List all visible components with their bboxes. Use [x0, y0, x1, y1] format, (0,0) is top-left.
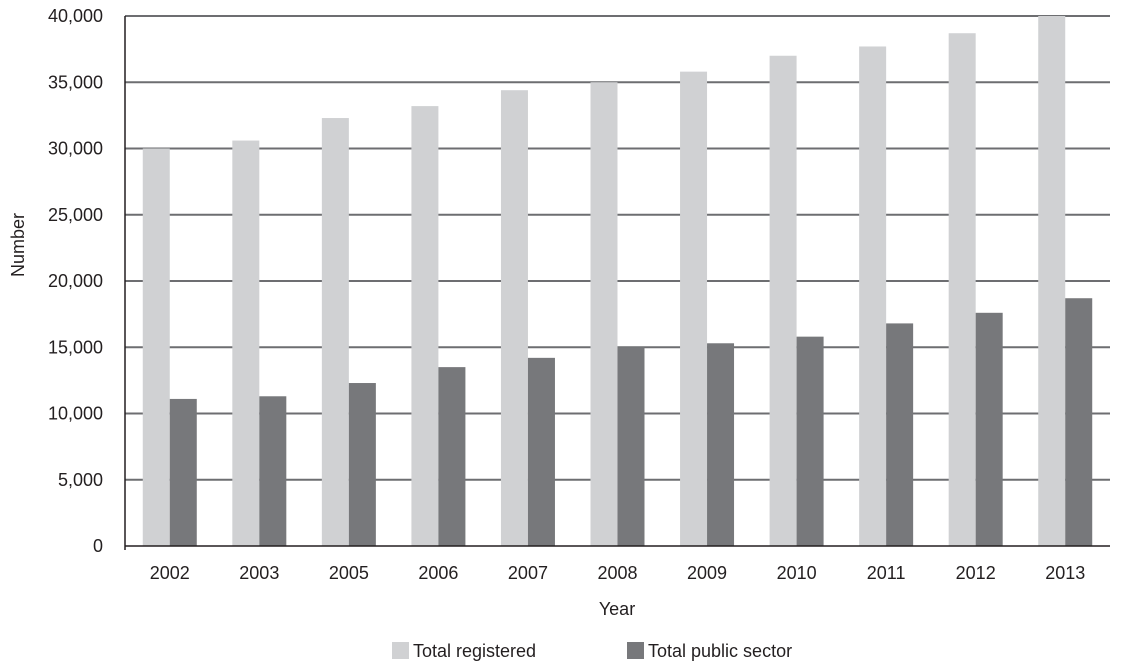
y-tick-label: 25,000 — [48, 205, 103, 225]
bar-total-public-sector-2012 — [975, 312, 1003, 546]
bar-total-registered-2006 — [411, 106, 439, 546]
legend-swatch-total-public-sector — [627, 642, 644, 659]
bar-total-registered-2008 — [590, 82, 618, 546]
bar-total-public-sector-2005 — [348, 383, 376, 546]
x-tick-label: 2008 — [597, 563, 637, 583]
y-tick-label: 10,000 — [48, 404, 103, 424]
bar-total-registered-2005 — [321, 118, 349, 547]
y-tick-label: 20,000 — [48, 271, 103, 291]
bar-total-public-sector-2003 — [259, 396, 287, 546]
bar-total-registered-2002 — [142, 148, 170, 546]
bar-total-registered-2009 — [680, 71, 708, 547]
y-tick-label: 35,000 — [48, 72, 103, 92]
bar-total-registered-2010 — [769, 55, 797, 546]
bar-total-public-sector-2009 — [707, 343, 735, 546]
x-tick-label: 2007 — [508, 563, 548, 583]
bar-total-registered-2007 — [500, 90, 528, 546]
bar-total-registered-2011 — [859, 46, 887, 546]
y-axis-title: Number — [8, 213, 28, 277]
bars — [142, 16, 1093, 547]
bar-total-public-sector-2002 — [169, 398, 197, 546]
bar-total-public-sector-2011 — [886, 323, 914, 546]
y-tick-label: 30,000 — [48, 139, 103, 159]
x-tick-label: 2002 — [150, 563, 190, 583]
x-tick-label: 2011 — [867, 563, 906, 583]
x-tick-label: 2003 — [239, 563, 279, 583]
axes — [124, 16, 1110, 550]
x-axis-title: Year — [599, 599, 635, 619]
x-tick-label: 2012 — [956, 563, 996, 583]
legend-swatch-total-registered — [392, 642, 409, 659]
tick-labels: 0 5,000 10,000 15,000 20,000 25,000 30,000 35,0… — [48, 6, 1085, 583]
bar-total-public-sector-2013 — [1065, 298, 1093, 546]
x-tick-label: 2009 — [687, 563, 727, 583]
bar-total-registered-2013 — [1038, 16, 1066, 546]
y-tick-label: 5,000 — [58, 470, 103, 490]
y-tick-label: 40,000 — [48, 6, 103, 26]
bar-total-public-sector-2007 — [527, 357, 555, 546]
legend-label-total-registered: Total registered — [413, 641, 536, 661]
x-tick-label: 2010 — [777, 563, 817, 583]
legend: Total registered Total public sector — [392, 641, 792, 661]
legend-label-total-public-sector: Total public sector — [648, 641, 792, 661]
x-tick-label: 2006 — [418, 563, 458, 583]
y-tick-label: 0 — [93, 536, 103, 556]
bar-total-public-sector-2006 — [438, 367, 466, 546]
bar-total-public-sector-2008 — [617, 347, 645, 546]
y-tick-label: 15,000 — [48, 337, 103, 357]
x-tick-label: 2005 — [329, 563, 369, 583]
bar-total-registered-2003 — [232, 140, 260, 547]
bar-total-registered-2012 — [948, 33, 976, 547]
x-tick-label: 2013 — [1045, 563, 1085, 583]
bar-total-public-sector-2010 — [796, 336, 824, 546]
